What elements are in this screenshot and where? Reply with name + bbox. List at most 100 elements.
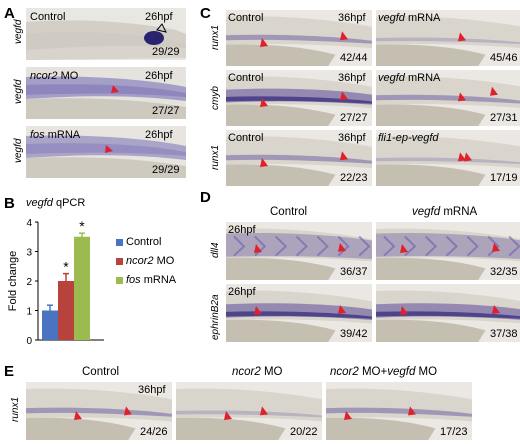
arrowhead-icon [74,411,82,420]
embryo-image [326,382,472,440]
arrowhead-icon [105,145,113,153]
gene-label: runx1 [10,396,21,422]
embryo-image [26,382,172,440]
legend-swatch [116,276,123,284]
y-tick-label: 0 [26,336,32,347]
arrowhead-icon [254,244,262,254]
arrowhead-icon [458,152,466,162]
arrowhead-icon [260,406,268,416]
arrowhead-icon [254,306,262,316]
text-span: Control [228,72,264,84]
embryo-image [376,10,520,66]
arrowhead-icon [344,411,352,420]
chart-title: vegfd qPCR [26,197,86,209]
embryo-image [226,70,372,126]
bar-control [42,310,58,340]
text-span: mRNA [404,72,441,84]
stage-label: 36hpf [338,12,366,24]
legend-swatch [116,238,123,246]
text-span: MO+ [358,366,388,378]
count-label: 29/29 [152,46,180,58]
legend-item: ncor2 MO [116,255,174,267]
arrowhead-icon [400,306,408,316]
count-label: 24/26 [140,426,168,438]
count-label: 22/23 [340,172,368,184]
text-span: MO [153,255,175,267]
y-tick-label: 4 [26,218,32,229]
count-label: 17/19 [490,172,518,184]
embryo-image [226,284,372,342]
arrowhead-icon [490,86,498,96]
text-span: Control [82,366,120,378]
count-label: 27/31 [490,112,518,124]
embryo-image [26,8,186,60]
gene-label: runx1 [210,24,221,50]
count-label: 36/37 [340,266,368,278]
significance-mark: * [79,218,85,234]
condition-label: Control [228,12,263,24]
gene-label: cmyb [210,86,221,110]
count-label: 17/23 [440,426,468,438]
arrowhead-icon [340,91,348,101]
count-label: 42/44 [340,52,368,64]
arrowhead-icon [338,242,346,252]
arrowheads-a [105,85,119,153]
text-span: MO [260,366,283,378]
legend-item: fos mRNA [116,274,176,286]
count-label: 39/42 [340,328,368,340]
text-span: vegfd [378,12,405,24]
arrowhead-icon [458,92,466,102]
condition-label: Control [30,11,66,23]
arrowhead-icon [224,411,232,420]
stage-label: 26hpf [228,224,256,236]
text-span: Control [228,12,264,24]
arrowhead-icon [260,38,268,47]
gene-label: dll4 [210,242,221,258]
arrowhead-icon [458,32,466,42]
text-span: mRNA [140,274,177,286]
count-label: 20/22 [290,426,318,438]
text-span: fos [126,274,141,286]
condition-label: vegfd mRNA [378,12,440,24]
stage-label: 36hpf [338,132,366,144]
text-span: vegfd [387,366,416,378]
stage-label: 36hpf [138,384,166,396]
text-span: vegfd [378,72,405,84]
text-span: ncor2 [330,366,359,378]
text-span: Control [126,236,162,248]
column-title-vegfd-mrna: vegfd mRNA [412,206,478,218]
gene-label: ephrinB2a [210,294,221,340]
condition-label: fos mRNA [30,129,81,141]
condition-label: Control [228,72,263,84]
panel-label-e: E [4,363,15,380]
gene-label: runx1 [210,144,221,170]
embryo-image [26,126,186,178]
stage-label: 26hpf [228,286,256,298]
stage-label: 36hpf [338,72,366,84]
text-span: ncor2 [232,366,261,378]
panel-label-b: B [4,195,15,212]
arrowhead-icon [338,304,346,314]
count-label: 27/27 [340,112,368,124]
text-span: fli1-ep-vegfd [378,132,439,144]
text-span: mRNA [404,12,441,24]
column-title: Control [82,366,119,378]
embryo-image [376,222,520,280]
arrowhead-icon [492,304,500,314]
embryo-image [226,222,372,280]
bar-ncor2-mo [58,281,74,340]
arrowhead-icon [124,406,132,416]
arrowhead-icon [260,98,268,107]
count-label: 29/29 [152,164,180,176]
embryo-image [376,284,520,342]
qpcr-bar-chart: 0 1 2 3 4 Fold change * * [7,218,104,347]
y-tick-label: 2 [26,277,32,288]
y-tick-label: 1 [26,307,32,318]
embryo-image [176,382,322,440]
chart-legend: Control ncor2 MO fos mRNA [116,236,196,296]
arrowhead-icon [492,242,500,252]
text-span: ncor2 [126,255,154,267]
embryo-image [26,67,186,119]
significance-mark: * [63,259,69,275]
panel-label-c: C [200,5,211,22]
